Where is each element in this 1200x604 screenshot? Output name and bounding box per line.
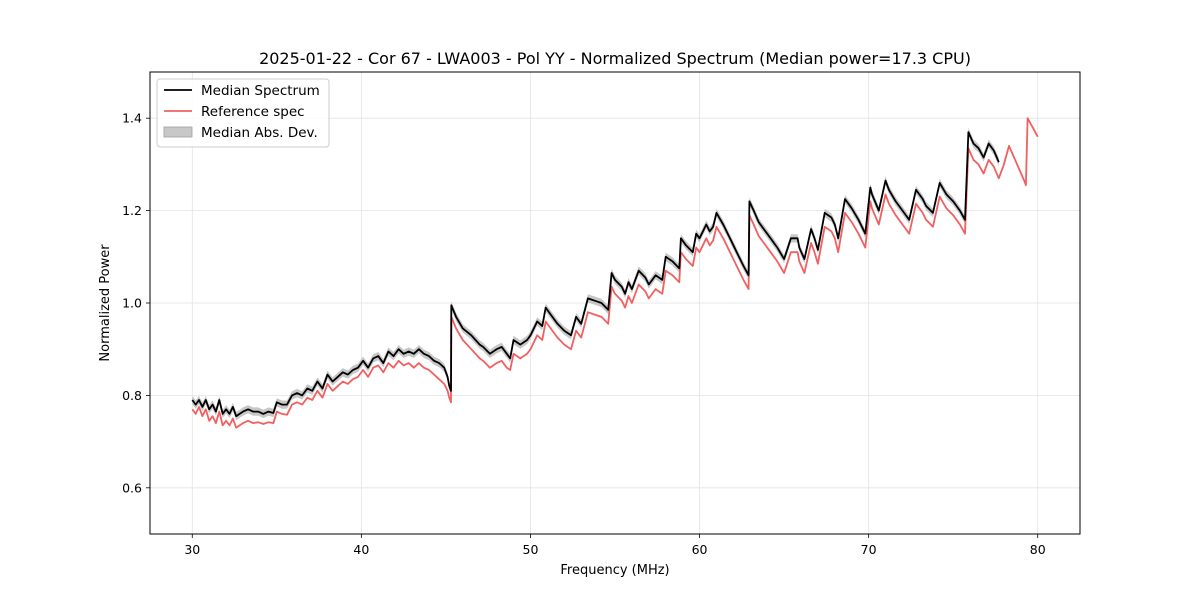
y-axis-label: Normalized Power	[98, 244, 113, 362]
x-axis-ticks: 30 40 50 60 70 80	[184, 534, 1046, 557]
chart-title: 2025-01-22 - Cor 67 - LWA003 - Pol YY - …	[259, 49, 971, 68]
legend-median-label: Median Spectrum	[201, 83, 320, 99]
legend: Median Spectrum Reference spec Median Ab…	[156, 78, 330, 148]
y-tick-label: 0.8	[122, 388, 142, 403]
legend-reference-label: Reference spec	[201, 104, 305, 120]
y-tick-label: 1.2	[122, 203, 142, 218]
x-tick-label: 70	[861, 542, 877, 557]
y-axis-ticks: 0.6 0.8 1.0 1.2 1.4	[122, 111, 150, 495]
x-axis-label: Frequency (MHz)	[560, 563, 669, 578]
y-tick-label: 0.6	[122, 480, 142, 495]
x-tick-label: 40	[353, 542, 369, 557]
legend-mad-swatch	[163, 126, 193, 138]
x-tick-label: 30	[184, 542, 200, 557]
legend-frame	[156, 78, 330, 148]
x-tick-label: 80	[1030, 542, 1046, 557]
y-tick-label: 1.4	[122, 111, 142, 126]
x-tick-label: 60	[692, 542, 708, 557]
legend-mad-label: Median Abs. Dev.	[201, 125, 318, 141]
reference-spectrum-line	[191, 117, 1039, 429]
y-tick-label: 1.0	[122, 296, 142, 311]
median-series-layer	[191, 131, 1000, 418]
x-tick-label: 50	[523, 542, 539, 557]
median-spectrum-line	[191, 131, 1000, 418]
reference-series-layer	[191, 117, 1039, 429]
